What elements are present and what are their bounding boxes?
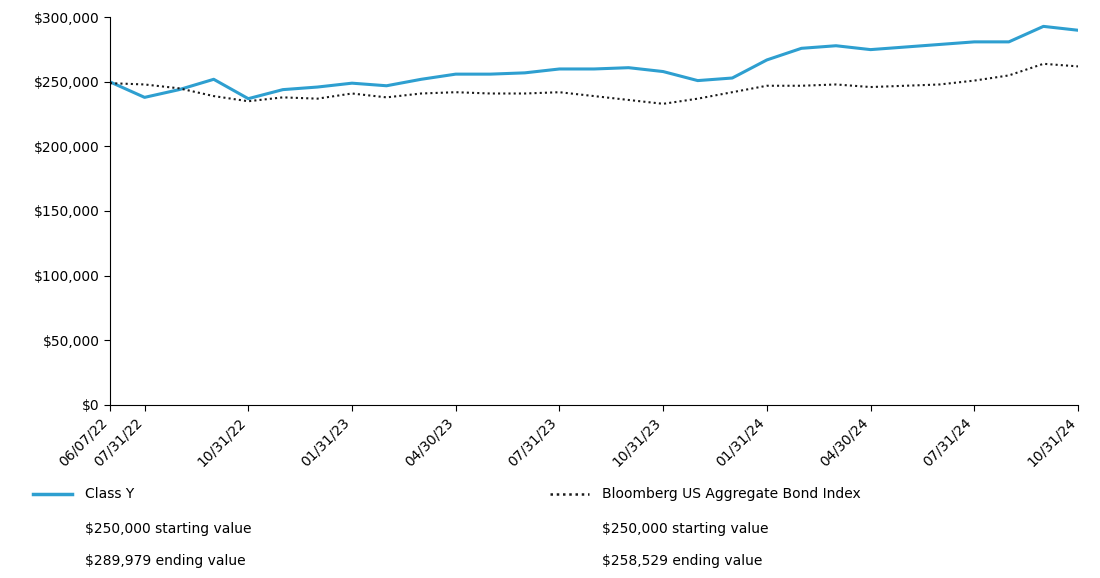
Text: $250,000 starting value: $250,000 starting value	[602, 522, 768, 536]
Text: $289,979 ending value: $289,979 ending value	[85, 554, 245, 568]
Text: $250,000 starting value: $250,000 starting value	[85, 522, 251, 536]
Text: $258,529 ending value: $258,529 ending value	[602, 554, 762, 568]
Text: Class Y: Class Y	[85, 487, 134, 501]
Text: Bloomberg US Aggregate Bond Index: Bloomberg US Aggregate Bond Index	[602, 487, 860, 501]
